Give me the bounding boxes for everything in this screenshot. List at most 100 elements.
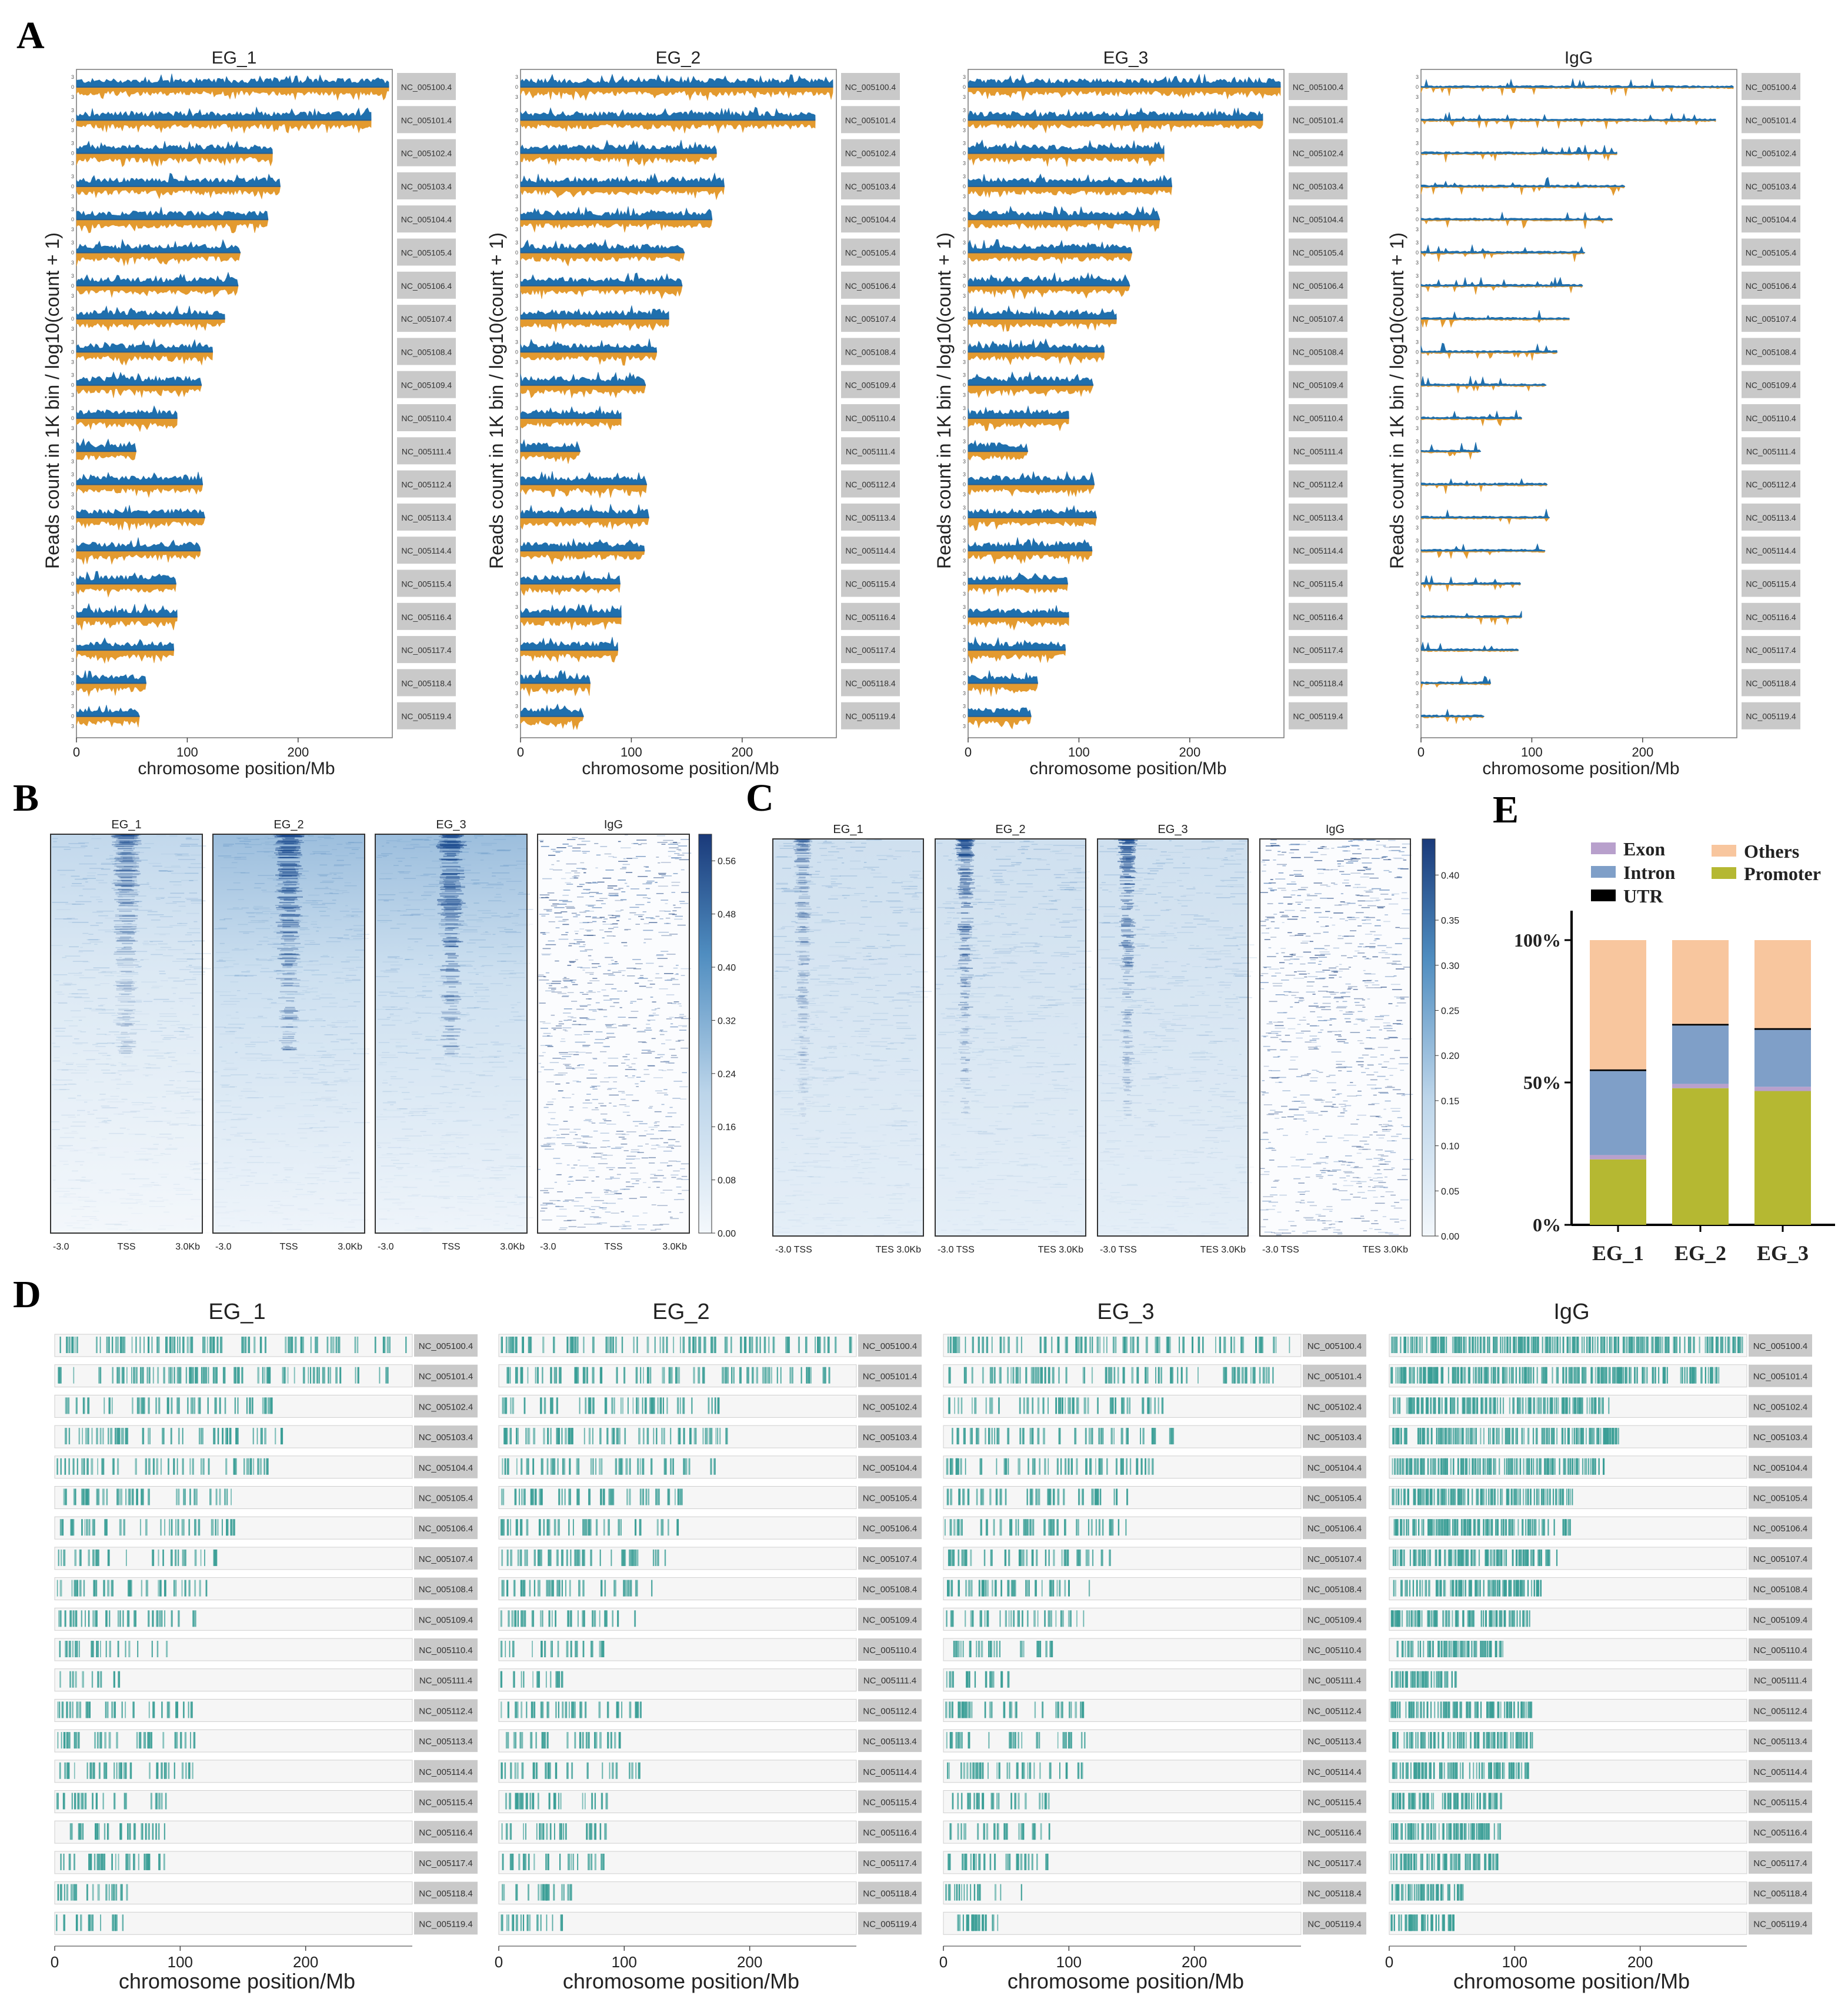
heatmap-enrichment [273,844,301,845]
heatmap-enrichment [446,961,455,962]
heatmap-streak [583,944,586,945]
heatmap-streak [348,1173,361,1174]
heatmap-streak [656,955,663,957]
heatmap-streak [96,880,104,881]
heatmap-streak [324,838,334,840]
heatmap-streak [224,857,241,858]
heatmap-streak [351,936,362,937]
heatmap-streak [351,908,360,910]
heatmap-streak [460,1071,472,1072]
heatmap-streak [639,1135,646,1137]
heatmap-streak [658,1008,661,1009]
heatmap-streak [589,892,599,893]
heatmap-streak [630,1002,633,1004]
heatmap-streak [613,1105,616,1107]
heatmap-streak [98,1189,109,1190]
heatmap-streak [377,1145,380,1146]
heatmap-streak [540,841,543,842]
heatmap-streak [52,1061,60,1062]
heatmap-streak [836,848,845,850]
heatmap-streak [638,1228,645,1230]
heatmap-streak [782,968,793,970]
heatmap-streak [579,922,588,924]
track-ytick: 0 [515,184,518,189]
heatmap-streak [285,1082,296,1083]
heatmap-streak [171,865,180,867]
heatmap-streak [239,841,251,842]
heatmap-streak [858,1034,871,1035]
reverse-strand-track [76,219,268,233]
heatmap-streak [782,1228,789,1229]
heatmap-streak [186,1037,194,1038]
heatmap-streak [618,970,626,971]
heatmap-enrichment [441,837,461,838]
heatmap-streak [342,1178,359,1179]
heatmap-streak [895,1094,902,1095]
heatmap-streak [213,1137,218,1138]
heatmap-streak [791,1010,798,1011]
heatmap-enrichment [115,924,137,925]
heatmap-streak [231,1119,247,1120]
heatmap-streak [506,1158,523,1159]
heatmap-streak [540,1021,546,1022]
heatmap-streak [857,1042,864,1044]
heatmap-streak [563,1020,568,1021]
heatmap-streak [512,1007,515,1008]
heatmap-streak [154,999,169,1000]
chromosome-label: NC_005114.4 [845,546,896,555]
heatmap-streak [896,1061,911,1062]
heatmap-streak [869,1070,872,1071]
heatmap-enrichment [796,922,808,924]
heatmap-streak [268,855,281,857]
heatmap-streak [520,1048,525,1049]
heatmap-streak [322,1054,336,1055]
heatmap-streak [443,1111,459,1112]
heatmap-streak [782,926,795,927]
heatmap-streak [146,882,149,884]
heatmap-streak [396,1167,403,1168]
chromosome-label: NC_005112.4 [401,480,452,489]
heatmap-streak [195,953,211,954]
heatmap-streak [824,1057,838,1058]
heatmap-streak [556,1137,565,1138]
heatmap-streak [828,1104,830,1105]
heatmap-enrichment [122,1016,130,1017]
heatmap-streak [303,1105,313,1107]
chromosome-label: NC_005103.4 [1293,182,1344,191]
heatmap-streak [129,1229,132,1230]
heatmap-streak [603,878,612,879]
heatmap-streak [332,1050,345,1051]
heatmap-streak [915,892,922,894]
heatmap-streak [648,1065,655,1067]
heatmap-enrichment [283,843,296,844]
heatmap-streak [605,1038,609,1039]
heatmap-streak [133,1014,150,1015]
heatmap-streak [395,1067,407,1068]
forward-strand-track [1421,410,1522,418]
track-ytick: 3 [71,392,74,398]
heatmap-streak [300,1220,313,1221]
heatmap-streak [618,861,628,862]
heatmap-streak [339,1007,348,1008]
heatmap-streak [78,990,87,991]
heatmap-streak [551,1015,555,1016]
heatmap-enrichment [800,1041,810,1042]
heatmap-streak [846,1167,859,1168]
heatmap-streak [271,956,282,957]
heatmap-streak [62,887,65,888]
heatmap-streak [669,934,678,935]
heatmap-streak [632,1075,635,1077]
reverse-strand-track [1421,485,1547,494]
heatmap-enrichment [447,978,456,980]
heatmap-streak [605,870,613,871]
heatmap-streak [644,939,652,940]
heatmap-streak [416,1058,426,1059]
heatmap-streak [175,1137,184,1138]
heatmap-streak [489,1187,492,1188]
heatmap-streak [415,1218,428,1220]
heatmap-streak [818,975,832,976]
heatmap-streak [541,932,550,934]
heatmap-streak [498,953,512,954]
heatmap-streak [483,976,492,977]
heatmap-enrichment [279,954,301,955]
